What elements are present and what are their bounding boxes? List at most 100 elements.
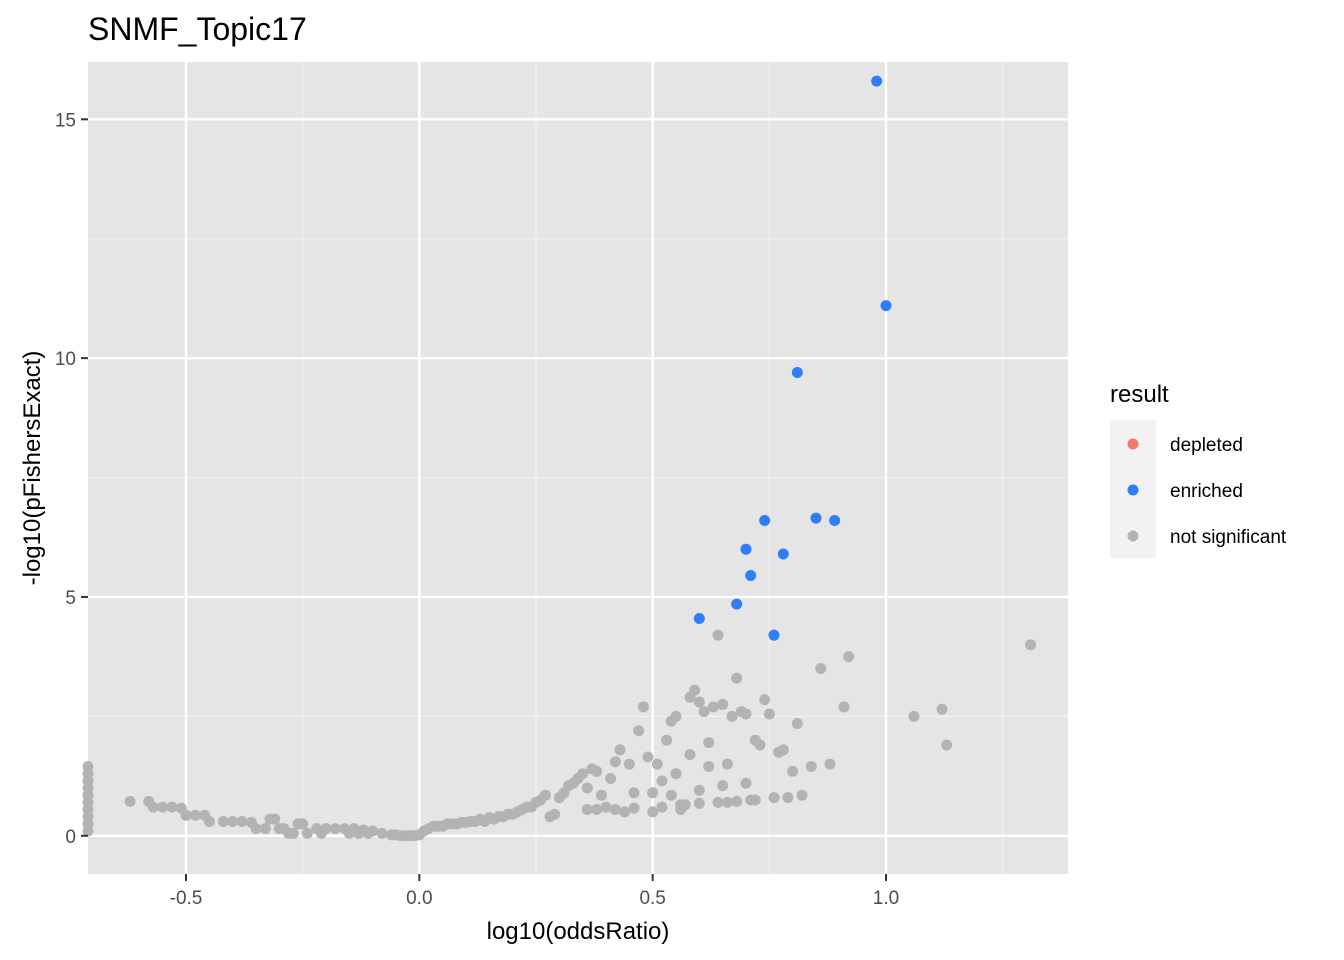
point-enriched <box>740 543 752 555</box>
point-not-significant <box>124 795 136 807</box>
x-tick-label: 0.0 <box>406 888 432 909</box>
point-not-significant <box>628 787 640 799</box>
point-enriched <box>829 515 841 527</box>
point-not-significant <box>787 765 799 777</box>
point-not-significant <box>838 701 850 713</box>
point-not-significant <box>647 806 659 818</box>
legend-key-depleted <box>1127 438 1139 450</box>
point-not-significant <box>791 718 803 730</box>
point-not-significant <box>647 787 659 799</box>
point-not-significant <box>595 789 607 801</box>
point-not-significant <box>549 808 561 820</box>
point-not-significant <box>665 789 677 801</box>
point-not-significant <box>227 815 239 827</box>
point-not-significant <box>180 809 192 821</box>
point-not-significant <box>301 827 313 839</box>
x-tick-label: -0.5 <box>170 888 203 909</box>
point-not-significant <box>759 694 771 706</box>
point-not-significant <box>250 823 262 835</box>
point-not-significant <box>203 815 215 827</box>
point-not-significant <box>707 701 719 713</box>
point-not-significant <box>591 804 603 816</box>
point-not-significant <box>600 801 612 813</box>
y-axis-title: -log10(pFishersExact) <box>19 351 46 586</box>
point-not-significant <box>661 734 673 746</box>
point-enriched <box>777 548 789 560</box>
plot-panel <box>88 62 1068 874</box>
point-not-significant <box>614 744 626 756</box>
point-not-significant <box>189 809 201 821</box>
point-enriched <box>871 75 883 87</box>
y-tick-label: 5 <box>65 588 76 609</box>
point-not-significant <box>376 827 388 839</box>
point-not-significant <box>637 701 649 713</box>
point-not-significant <box>693 797 705 809</box>
point-not-significant <box>782 792 794 804</box>
point-not-significant <box>591 765 603 777</box>
point-not-significant <box>941 739 953 751</box>
legend: result depleted enriched not significant <box>1110 381 1287 558</box>
point-not-significant <box>609 756 621 768</box>
point-not-significant <box>768 792 780 804</box>
point-not-significant <box>908 710 920 722</box>
point-not-significant <box>693 784 705 796</box>
point-not-significant <box>287 827 299 839</box>
point-not-significant <box>320 823 332 835</box>
point-not-significant <box>670 710 682 722</box>
point-not-significant <box>623 758 635 770</box>
legend-label: enriched <box>1170 481 1243 502</box>
point-not-significant <box>703 737 715 749</box>
point-not-significant <box>843 651 855 663</box>
point-not-significant <box>824 758 836 770</box>
legend-key-not-significant <box>1127 530 1139 542</box>
point-not-significant <box>726 710 738 722</box>
legend-key-enriched <box>1127 484 1139 496</box>
point-not-significant <box>721 796 733 808</box>
point-not-significant <box>754 739 766 751</box>
point-not-significant <box>633 725 645 737</box>
x-tick-label: 0.5 <box>639 888 665 909</box>
x-axis-title: log10(oddsRatio) <box>487 918 670 945</box>
point-not-significant <box>157 801 169 813</box>
point-not-significant <box>712 629 724 641</box>
point-not-significant <box>740 708 752 720</box>
point-not-significant <box>609 804 621 816</box>
point-not-significant <box>577 768 589 780</box>
point-not-significant <box>717 780 729 792</box>
point-enriched <box>791 366 803 378</box>
x-tick-label: 1.0 <box>873 888 899 909</box>
point-not-significant <box>693 696 705 708</box>
y-tick-label: 0 <box>65 827 76 848</box>
point-not-significant <box>619 806 631 818</box>
point-not-significant <box>656 801 668 813</box>
point-not-significant <box>731 672 743 684</box>
point-enriched <box>880 300 892 312</box>
point-enriched <box>693 612 705 624</box>
point-not-significant <box>740 777 752 789</box>
point-not-significant <box>166 801 178 813</box>
point-not-significant <box>297 818 309 830</box>
y-tick-label: 15 <box>55 110 76 131</box>
point-not-significant <box>670 768 682 780</box>
point-not-significant <box>717 698 729 710</box>
point-not-significant <box>367 825 379 837</box>
point-not-significant <box>329 823 341 835</box>
point-not-significant <box>815 663 827 675</box>
point-not-significant <box>712 796 724 808</box>
point-not-significant <box>698 706 710 718</box>
legend-label: not significant <box>1170 527 1287 548</box>
legend-label: depleted <box>1170 435 1243 456</box>
point-not-significant <box>689 684 701 696</box>
point-not-significant <box>796 789 808 801</box>
point-not-significant <box>763 708 775 720</box>
point-not-significant <box>605 772 617 784</box>
legend-title: result <box>1110 381 1169 408</box>
y-tick-label: 10 <box>55 349 76 370</box>
point-not-significant <box>269 813 281 825</box>
point-not-significant <box>936 703 948 715</box>
point-not-significant <box>675 799 687 811</box>
point-not-significant <box>581 782 593 794</box>
y-axis: 0 5 10 15 <box>55 110 88 848</box>
point-enriched <box>759 515 771 527</box>
